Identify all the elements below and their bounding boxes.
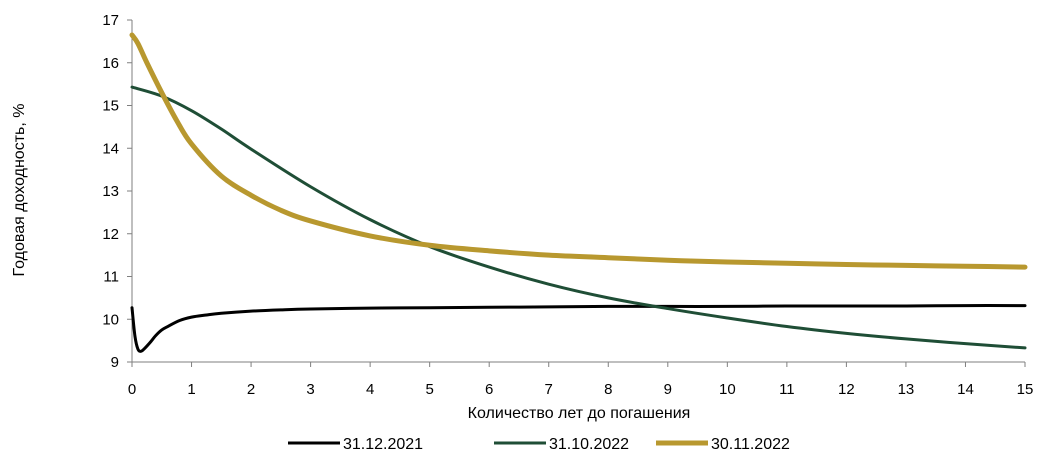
- y-tick-label: 11: [103, 269, 119, 286]
- legend-label: 30.11.2022: [711, 436, 790, 453]
- x-axis-label: Количество лет до погашения: [468, 405, 691, 422]
- legend: 31.12.2021 31.10.2022 30.11.2022: [288, 436, 790, 453]
- x-tick-label: 2: [247, 381, 255, 398]
- x-tick-label: 6: [485, 381, 493, 398]
- y-tick-label: 14: [102, 140, 119, 157]
- y-tick-label: 9: [111, 354, 119, 371]
- y-tick-label: 17: [102, 12, 119, 29]
- x-tick-label: 9: [664, 381, 672, 398]
- y-axis-ticks: 9 10 11 12 13 14 15 16 17: [102, 12, 132, 371]
- y-tick-label: 12: [102, 226, 119, 243]
- y-tick-label: 13: [102, 183, 119, 200]
- x-tick-label: 13: [898, 381, 915, 398]
- y-tick-label: 15: [102, 98, 119, 115]
- series-lines: [129, 32, 1028, 353]
- series-line-30.11.2022: [129, 32, 1028, 270]
- x-tick-label: 14: [957, 381, 974, 398]
- x-tick-label: 15: [1017, 381, 1034, 398]
- x-tick-label: 5: [425, 381, 433, 398]
- legend-label: 31.10.2022: [549, 436, 629, 453]
- legend-label: 31.12.2021: [343, 436, 423, 453]
- x-tick-label: 10: [719, 381, 736, 398]
- series-line-31.10.2022: [130, 85, 1027, 350]
- y-tick-label: 10: [102, 311, 119, 328]
- series-line-31.12.2021: [130, 304, 1027, 353]
- y-axis-label: Годовая доходность, %: [11, 104, 28, 277]
- x-axis-ticks: 0 1 2 3 4 5 6 7 8 9 10 11 12 13 14 15: [128, 362, 1034, 398]
- x-tick-label: 3: [306, 381, 314, 398]
- x-tick-label: 0: [128, 381, 136, 398]
- x-tick-label: 12: [838, 381, 855, 398]
- y-tick-label: 16: [102, 55, 119, 72]
- x-tick-label: 1: [187, 381, 195, 398]
- x-tick-label: 4: [366, 381, 374, 398]
- x-tick-label: 11: [779, 381, 795, 398]
- x-tick-label: 7: [545, 381, 553, 398]
- x-tick-label: 8: [604, 381, 612, 398]
